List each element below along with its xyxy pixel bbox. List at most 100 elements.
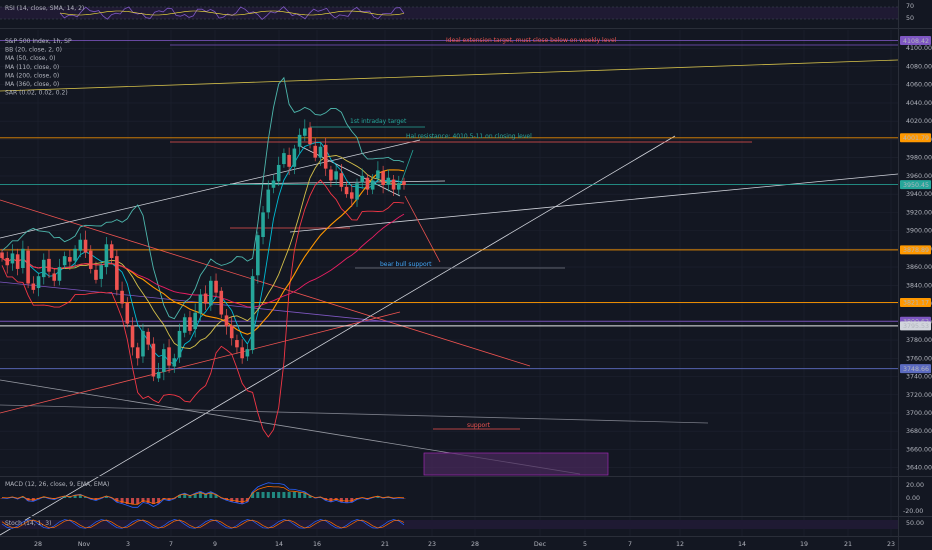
candle-body	[162, 349, 166, 372]
macd-bar	[104, 496, 108, 498]
price-level-label: 3748.66	[903, 366, 929, 373]
legend-entry: MA (50, close, 0)	[5, 55, 55, 62]
x-tick-label: Dec	[534, 541, 547, 548]
candle-body	[235, 340, 239, 348]
x-tick-label: 21	[381, 541, 389, 548]
ma-360-line	[1, 213, 405, 308]
macd-bar	[84, 496, 88, 498]
candle-body	[83, 239, 88, 253]
trendline-white-b	[0, 135, 676, 536]
legend-entry: MA (200, close, 0)	[5, 72, 59, 79]
macd-signal-line	[1, 485, 405, 505]
legend-entry: MA (360, close, 0)	[5, 81, 59, 88]
stoch-pane: Stoch (14, 1, 3) 50.00	[0, 519, 924, 529]
macd-bar	[151, 498, 155, 504]
candle-body	[26, 250, 30, 284]
price-levels	[0, 40, 898, 370]
time-axis[interactable]: 28 Nov 3 7 9 14 16 21 23 28 Dec 5 7 12 14 19 21 23	[34, 541, 895, 548]
price-level-label: 3878.89	[903, 247, 929, 254]
candle-body	[214, 280, 218, 293]
macd-bar	[120, 498, 124, 504]
candle-body	[360, 175, 365, 183]
macd-bar	[198, 492, 202, 498]
projection-up	[399, 149, 414, 187]
candle-body	[52, 273, 57, 281]
candle-body	[282, 153, 286, 165]
candle-body	[172, 358, 177, 367]
ma-200-line	[1, 169, 405, 335]
candle-body	[386, 177, 391, 185]
resistance-annotation: Hal resistance: 4010.5-11 on closing lev…	[406, 133, 532, 140]
y-tick-label: 3780.00	[906, 337, 932, 344]
x-tick-label: 21	[844, 541, 852, 548]
y-tick-label: 3660.00	[906, 446, 932, 453]
legend-entry: S&P 500 Index, 1h, SP	[5, 38, 72, 45]
candle-body	[365, 177, 370, 190]
candle-body	[323, 144, 328, 169]
candle-body	[297, 134, 302, 147]
candle-body	[339, 173, 344, 187]
y-tick-label: 3840.00	[906, 282, 932, 289]
macd-bar	[157, 498, 161, 504]
macd-bar	[240, 498, 244, 504]
candle-body	[349, 192, 354, 199]
candle-body	[370, 180, 375, 190]
candle-body	[376, 170, 380, 179]
macd-bar	[63, 496, 67, 498]
rsi-line	[59, 6, 405, 20]
candle-body	[68, 257, 72, 262]
candle-body	[276, 164, 281, 182]
x-tick-label: Nov	[78, 541, 91, 548]
y-tick-label: 4040.00	[906, 100, 932, 107]
macd-bar	[235, 498, 239, 503]
y-tick-label: 4100.00	[906, 45, 932, 52]
candle-body	[245, 349, 250, 357]
candle-body	[308, 127, 312, 144]
macd-bar	[261, 492, 265, 498]
candle-body	[151, 343, 156, 377]
macd-bar	[386, 497, 390, 498]
macd-bar	[277, 492, 281, 498]
candle-body	[36, 276, 41, 289]
rsi-pane: RSI (14, close, SMA, 14, 2)	[0, 0, 898, 28]
x-tick-label: 5	[583, 541, 587, 548]
macd-tick-0: 0.00	[906, 495, 920, 502]
candle-body	[73, 248, 77, 261]
candle-body	[219, 290, 224, 315]
macd-bar	[282, 492, 286, 498]
rsi-label: RSI (14, close, SMA, 14, 2)	[5, 5, 84, 12]
candle-body	[156, 371, 161, 379]
price-level-label: 4001.79	[903, 135, 929, 142]
price-level-tag	[900, 364, 931, 374]
rsi-sma-line	[59, 10, 405, 16]
price-axis[interactable]: 4100.004080.004060.004040.004020.004000.…	[898, 0, 932, 550]
candle-body	[109, 244, 114, 258]
x-tick-label: 23	[887, 541, 895, 548]
macd-tick-20: 20.00	[906, 482, 924, 489]
y-tick-label: 3720.00	[906, 392, 932, 399]
support-annotation: support	[467, 422, 491, 429]
candle-body	[104, 244, 109, 268]
x-tick-label: 3	[126, 541, 130, 548]
price-level-tag	[900, 245, 931, 255]
candle-body	[15, 254, 20, 269]
trendline-red-down	[0, 199, 531, 367]
candle-body	[224, 315, 229, 327]
y-tick-label: 3920.00	[906, 209, 932, 216]
macd-bar	[193, 493, 197, 498]
intraday-annotation: 1st intraday target	[350, 118, 407, 125]
candle-body	[99, 265, 103, 279]
candle-body	[182, 317, 187, 333]
ma-110-line	[1, 155, 405, 349]
trendline-purple	[0, 281, 391, 323]
candle-body	[381, 171, 385, 186]
macd-bar	[136, 498, 140, 504]
candle-body	[78, 239, 83, 251]
candle-body	[94, 269, 98, 280]
macd-bar	[292, 492, 296, 498]
macd-bar	[271, 492, 275, 498]
candle-body	[266, 189, 271, 213]
legend-entry: BB (20, close, 2, 0)	[5, 47, 62, 54]
legend-entry: MA (110, close, 0)	[5, 64, 59, 71]
